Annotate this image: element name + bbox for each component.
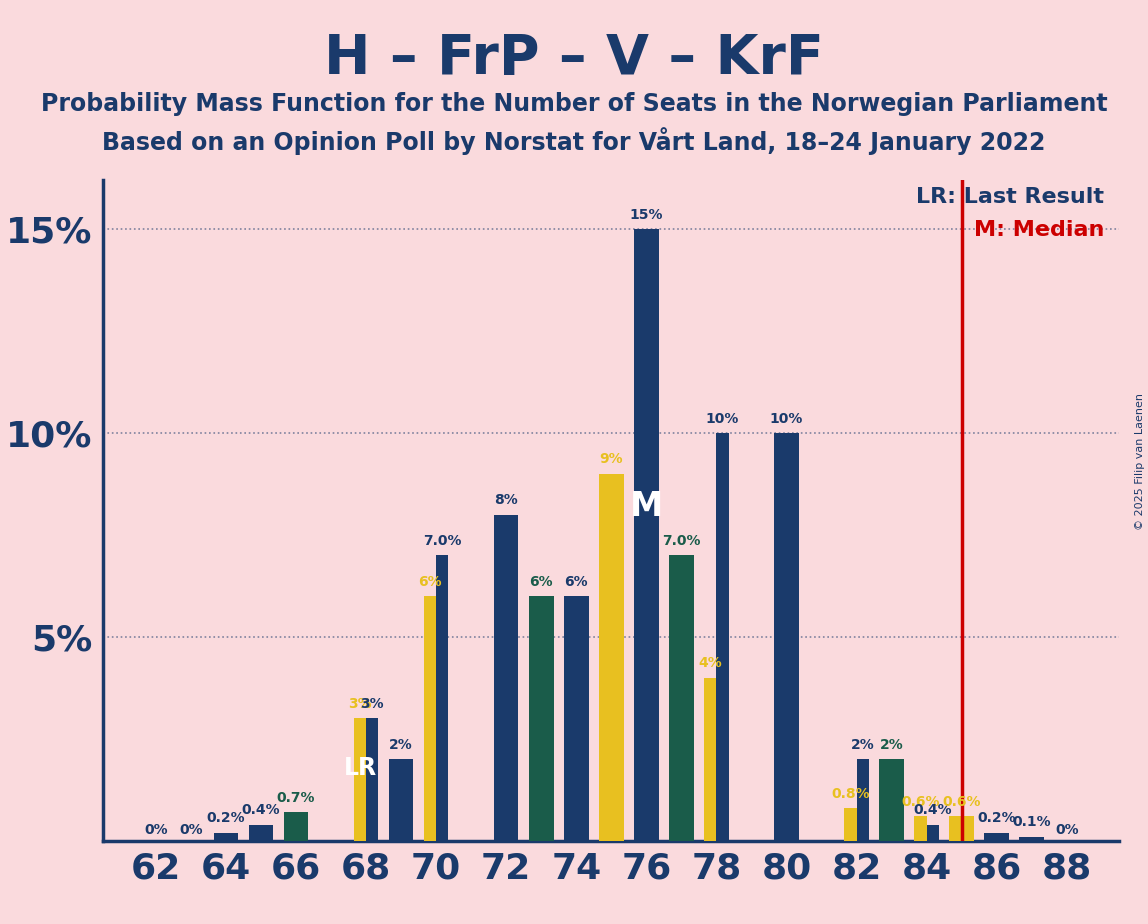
Bar — [879, 760, 903, 841]
Text: 7.0%: 7.0% — [662, 534, 700, 548]
Bar — [926, 824, 939, 841]
Text: 2%: 2% — [851, 738, 875, 752]
Text: 0%: 0% — [1055, 823, 1079, 837]
Text: 9%: 9% — [599, 453, 623, 467]
Bar — [844, 808, 856, 841]
Text: 0.2%: 0.2% — [977, 811, 1016, 825]
Bar — [284, 812, 309, 841]
Text: 7.0%: 7.0% — [422, 534, 461, 548]
Bar — [529, 596, 553, 841]
Text: 0.1%: 0.1% — [1013, 815, 1052, 830]
Bar — [564, 596, 589, 841]
Bar — [424, 596, 436, 841]
Text: 6%: 6% — [565, 575, 588, 589]
Bar — [634, 229, 659, 841]
Text: 6%: 6% — [418, 575, 442, 589]
Text: 0.2%: 0.2% — [207, 811, 246, 825]
Text: 0.8%: 0.8% — [831, 787, 870, 801]
Bar — [354, 719, 366, 841]
Text: M: Median: M: Median — [974, 220, 1104, 240]
Bar — [856, 760, 869, 841]
Text: 0.4%: 0.4% — [914, 803, 952, 817]
Bar — [774, 433, 799, 841]
Text: 10%: 10% — [770, 412, 804, 426]
Text: H – FrP – V – KrF: H – FrP – V – KrF — [324, 32, 824, 86]
Text: 2%: 2% — [389, 738, 413, 752]
Text: 2%: 2% — [879, 738, 903, 752]
Text: 0.6%: 0.6% — [943, 795, 980, 809]
Text: 0%: 0% — [144, 823, 168, 837]
Text: 10%: 10% — [706, 412, 739, 426]
Text: 3%: 3% — [360, 697, 385, 711]
Bar — [949, 817, 974, 841]
Text: 4%: 4% — [698, 656, 722, 671]
Bar — [914, 817, 926, 841]
Bar — [599, 474, 623, 841]
Bar — [716, 433, 729, 841]
Text: Based on an Opinion Poll by Norstat for Vårt Land, 18–24 January 2022: Based on an Opinion Poll by Norstat for … — [102, 128, 1046, 155]
Text: 0%: 0% — [179, 823, 203, 837]
Bar — [214, 833, 238, 841]
Bar — [669, 555, 693, 841]
Text: Probability Mass Function for the Number of Seats in the Norwegian Parliament: Probability Mass Function for the Number… — [40, 92, 1108, 116]
Bar — [436, 555, 449, 841]
Text: M: M — [630, 490, 662, 523]
Text: 8%: 8% — [495, 493, 518, 507]
Text: 0.7%: 0.7% — [277, 791, 316, 805]
Bar — [704, 677, 716, 841]
Bar — [494, 515, 519, 841]
Text: 3%: 3% — [348, 697, 372, 711]
Text: 6%: 6% — [529, 575, 553, 589]
Bar — [389, 760, 413, 841]
Text: © 2025 Filip van Laenen: © 2025 Filip van Laenen — [1135, 394, 1145, 530]
Text: 0.6%: 0.6% — [901, 795, 940, 809]
Text: LR: Last Result: LR: Last Result — [916, 187, 1104, 207]
Text: 15%: 15% — [629, 208, 664, 222]
Bar — [985, 833, 1009, 841]
Bar — [1019, 837, 1044, 841]
Text: LR: LR — [343, 756, 377, 780]
Bar — [366, 719, 379, 841]
Bar — [249, 824, 273, 841]
Text: 0.4%: 0.4% — [242, 803, 280, 817]
